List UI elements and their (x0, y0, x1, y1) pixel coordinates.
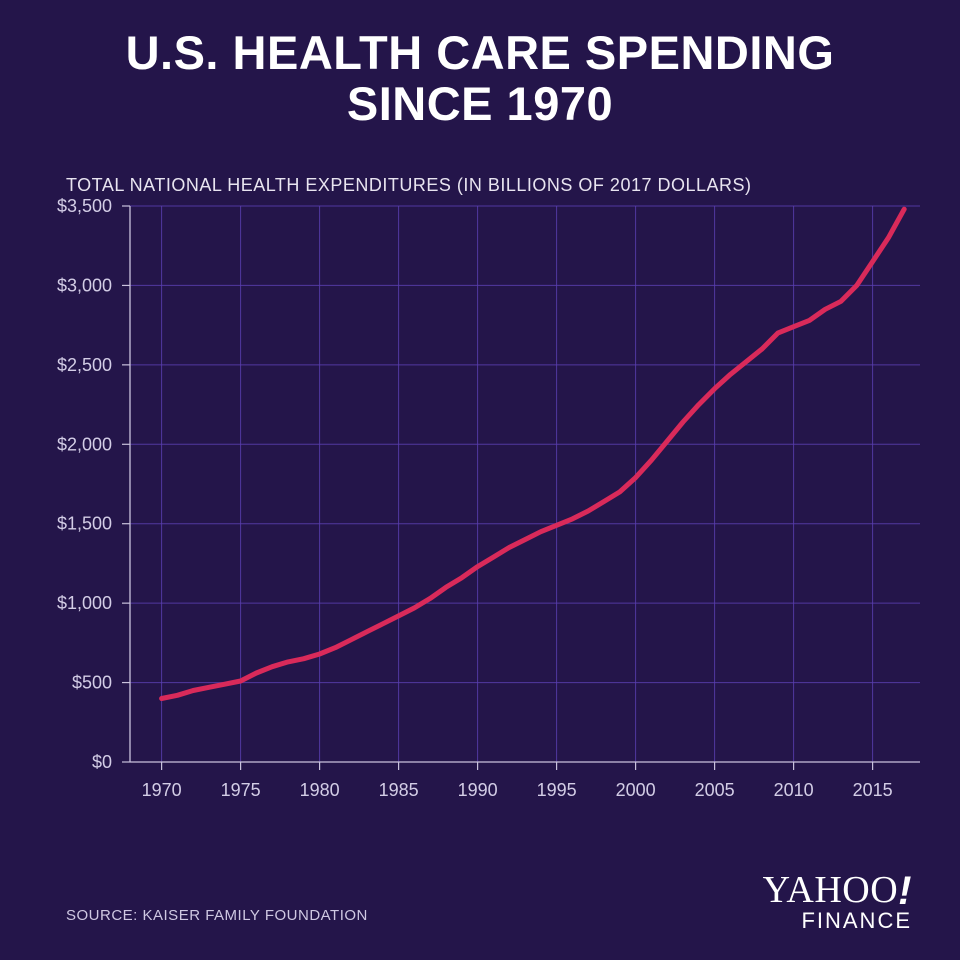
x-axis-tick-label: 2000 (616, 780, 656, 800)
y-axis-tick-label: $2,000 (57, 434, 112, 454)
y-axis-tick-label: $0 (92, 752, 112, 772)
logo-brand-text: YAHOO (763, 869, 899, 911)
line-chart-svg: $0 $500 $1,000 $1,500 $2,000 $2,500 $3,000 $3,5… (0, 198, 960, 818)
x-axis-tick-label: 1985 (379, 780, 419, 800)
yahoo-finance-logo: YAHOO! FINANCE (763, 867, 912, 934)
x-axis-tick-label: 2010 (774, 780, 814, 800)
x-axis-tick-label: 1975 (221, 780, 261, 800)
source-attribution: SOURCE: KAISER FAMILY FOUNDATION (66, 907, 368, 924)
x-axis-tick-label: 1980 (300, 780, 340, 800)
y-axis-tick-label: $1,500 (57, 514, 112, 534)
y-axis-tick-label: $3,500 (57, 198, 112, 216)
x-axis-tick-label: 1970 (142, 780, 182, 800)
chart-subtitle: TOTAL NATIONAL HEALTH EXPENDITURES (IN B… (66, 175, 752, 196)
x-axis-tick-label: 1990 (458, 780, 498, 800)
y-axis-tick-label: $2,500 (57, 355, 112, 375)
chart-area: $0 $500 $1,000 $1,500 $2,000 $2,500 $3,000 $3,5… (0, 198, 960, 818)
title-line-1: U.S. HEALTH CARE SPENDING (126, 26, 835, 79)
y-axis-tick-label: $1,000 (57, 593, 112, 613)
data-line (162, 209, 905, 698)
chart-title: U.S. HEALTH CARE SPENDING SINCE 1970 (0, 0, 960, 130)
title-line-2: SINCE 1970 (347, 77, 613, 130)
x-axis-tick-label: 2015 (853, 780, 893, 800)
y-axis-tick-label: $500 (72, 673, 112, 693)
logo-exclamation-icon: ! (898, 869, 912, 914)
x-axis-tick-label: 2005 (695, 780, 735, 800)
x-axis-tick-label: 1995 (537, 780, 577, 800)
y-axis-tick-label: $3,000 (57, 275, 112, 295)
